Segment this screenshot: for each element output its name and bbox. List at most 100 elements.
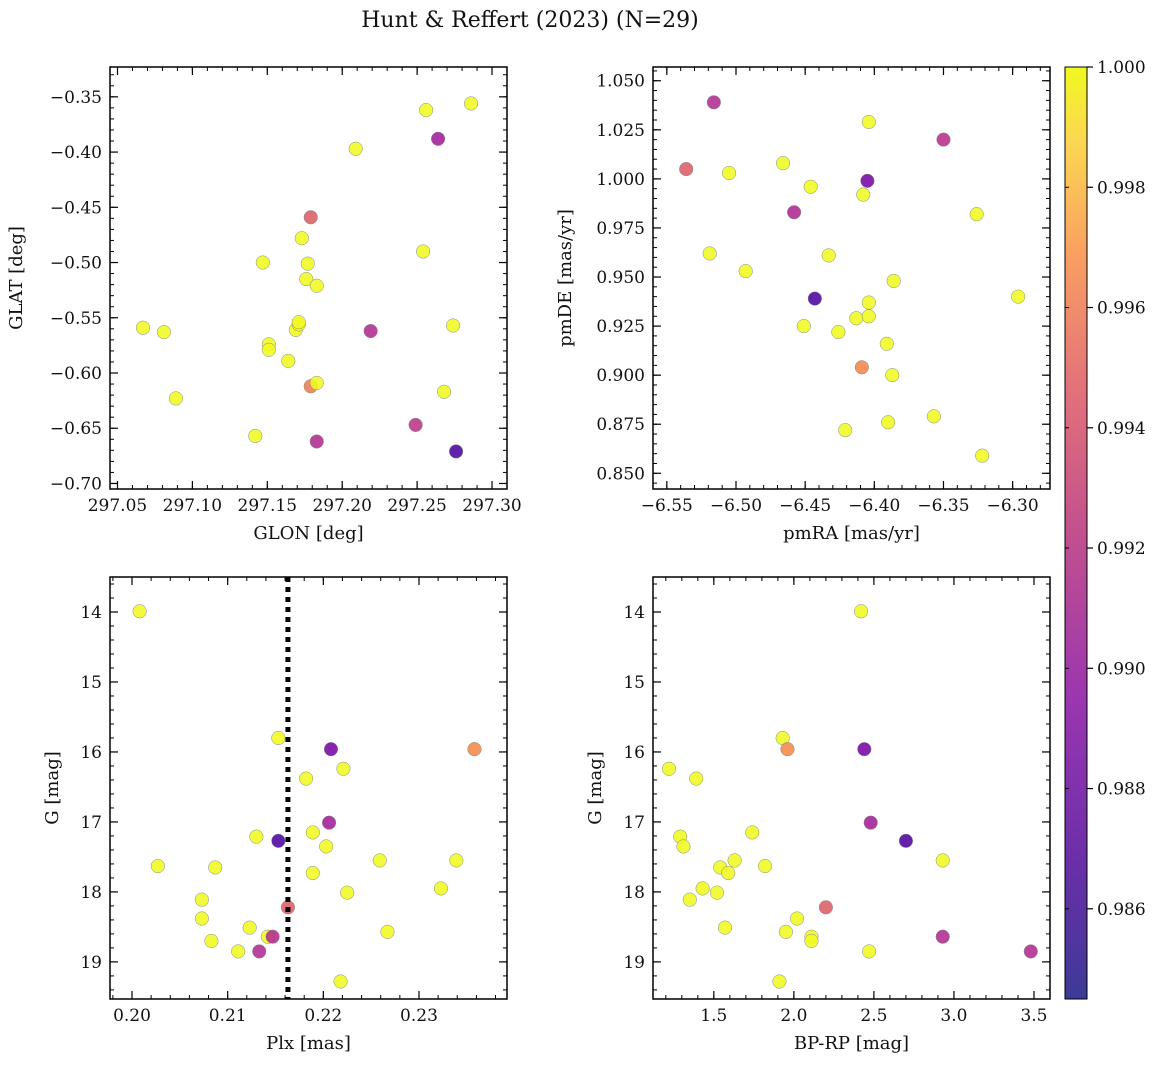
y-tick-label: 18 bbox=[80, 883, 102, 903]
data-point bbox=[135, 320, 151, 335]
data-point bbox=[1011, 289, 1026, 304]
data-point bbox=[689, 771, 704, 786]
y-tick-label: 18 bbox=[623, 883, 645, 903]
data-point bbox=[299, 272, 314, 287]
colorbar-tick-label: 0.990 bbox=[1097, 659, 1146, 679]
data-point bbox=[898, 833, 913, 848]
data-point bbox=[132, 604, 147, 619]
data-point bbox=[745, 825, 760, 840]
figure-title: Hunt & Reffert (2023) (N=29) bbox=[361, 8, 699, 33]
x-tick-label: 0.20 bbox=[113, 1006, 151, 1026]
data-point bbox=[936, 132, 951, 147]
data-point bbox=[416, 244, 431, 259]
y-axis-label: GLAT [deg] bbox=[6, 226, 27, 330]
y-tick-label: 15 bbox=[80, 673, 102, 693]
y-tick-label: 0.950 bbox=[596, 268, 645, 288]
data-point bbox=[706, 95, 721, 110]
x-tick-label: −6.35 bbox=[917, 496, 969, 516]
data-point bbox=[772, 974, 787, 989]
x-tick-label: 297.05 bbox=[88, 496, 147, 516]
colorbar-ticks: 0.986 0.988 0.990 0.992 0.994 0.996 0.998 1.000 bbox=[1065, 58, 1146, 920]
data-point bbox=[935, 929, 950, 944]
data-point bbox=[322, 815, 337, 830]
x-tick-label: 297.30 bbox=[462, 496, 521, 516]
y-axis-label: G [mag] bbox=[42, 751, 63, 824]
data-point bbox=[168, 391, 183, 406]
data-point bbox=[319, 839, 334, 854]
data-point bbox=[252, 944, 267, 959]
data-point bbox=[738, 264, 753, 279]
y-tick-label: 16 bbox=[623, 743, 645, 763]
x-tick-label: −6.30 bbox=[987, 496, 1039, 516]
data-point bbox=[857, 742, 872, 757]
data-point bbox=[862, 944, 877, 959]
x-axis-label: BP-RP [mag] bbox=[794, 1033, 909, 1054]
data-point bbox=[679, 162, 694, 177]
data-point bbox=[336, 761, 351, 776]
x-tick-label: 3.0 bbox=[940, 1006, 967, 1026]
axes-frame bbox=[109, 576, 508, 1000]
data-point bbox=[305, 865, 320, 881]
data-point bbox=[856, 187, 871, 202]
data-point bbox=[309, 375, 324, 390]
x-tick-label: 297.20 bbox=[312, 496, 371, 516]
y-tick-label: −0.35 bbox=[50, 88, 102, 108]
data-point bbox=[363, 323, 378, 339]
x-tick-label: −6.40 bbox=[848, 496, 900, 516]
data-point bbox=[299, 771, 314, 786]
data-point bbox=[431, 131, 446, 146]
x-tick-label: 1.5 bbox=[700, 1006, 727, 1026]
x-tick-label: 2.0 bbox=[780, 1006, 807, 1026]
data-point bbox=[333, 974, 348, 989]
data-point bbox=[831, 324, 846, 340]
data-point bbox=[323, 742, 339, 757]
x-tick-label: −6.55 bbox=[641, 496, 693, 516]
colorbar-tick-label: 0.994 bbox=[1097, 419, 1146, 439]
data-point bbox=[380, 924, 395, 939]
data-point bbox=[1023, 944, 1038, 959]
axes-frame bbox=[109, 66, 508, 490]
y-tick-label: −0.55 bbox=[50, 309, 102, 329]
data-point bbox=[702, 246, 717, 261]
y-tick-label: 1.050 bbox=[596, 72, 645, 92]
panel-pmra-pmde: −6.55 −6.50 −6.45 −6.40 −6.35 −6.30 0.850 0.875… bbox=[555, 66, 1051, 544]
data-point bbox=[861, 114, 876, 130]
data-point bbox=[305, 825, 320, 840]
data-point bbox=[780, 742, 795, 757]
data-point bbox=[861, 295, 876, 310]
panels: 297.05 297.10 297.15 297.20 297.25 297.30 −0.7… bbox=[6, 66, 1051, 1054]
data-point bbox=[150, 858, 165, 874]
x-axis-label: Plx [mas] bbox=[266, 1033, 351, 1054]
colorbar: 0.986 0.988 0.990 0.992 0.994 0.996 0.998 1.000 bbox=[1064, 58, 1146, 1000]
data-point bbox=[449, 853, 464, 868]
y-tick-label: 15 bbox=[623, 673, 645, 693]
data-point bbox=[879, 336, 894, 351]
panel-glon-glat: 297.05 297.10 297.15 297.20 297.25 297.30 −0.7… bbox=[6, 66, 522, 544]
x-tick-label: 0.23 bbox=[400, 1006, 438, 1026]
data-point bbox=[787, 205, 802, 220]
data-point bbox=[854, 360, 869, 375]
data-point bbox=[372, 853, 387, 868]
data-point bbox=[796, 319, 811, 334]
data-point bbox=[255, 255, 270, 270]
data-point bbox=[271, 730, 286, 746]
minor-ticks bbox=[110, 577, 507, 999]
y-tick-label: 0.975 bbox=[596, 219, 645, 239]
data-point bbox=[437, 384, 452, 399]
x-tick-label: −6.50 bbox=[710, 496, 762, 516]
data-point bbox=[804, 933, 819, 948]
data-point bbox=[408, 417, 423, 432]
data-point bbox=[926, 409, 941, 424]
x-tick-label: −6.45 bbox=[779, 496, 831, 516]
data-point bbox=[248, 428, 263, 444]
x-axis-label: GLON [deg] bbox=[253, 523, 363, 544]
data-point bbox=[156, 325, 171, 340]
data-point bbox=[854, 604, 869, 619]
data-point bbox=[721, 865, 736, 881]
data-point bbox=[467, 742, 482, 757]
y-tick-label: 16 bbox=[80, 743, 102, 763]
data-point bbox=[291, 315, 306, 330]
data-point bbox=[727, 853, 742, 868]
data-point bbox=[309, 434, 324, 449]
